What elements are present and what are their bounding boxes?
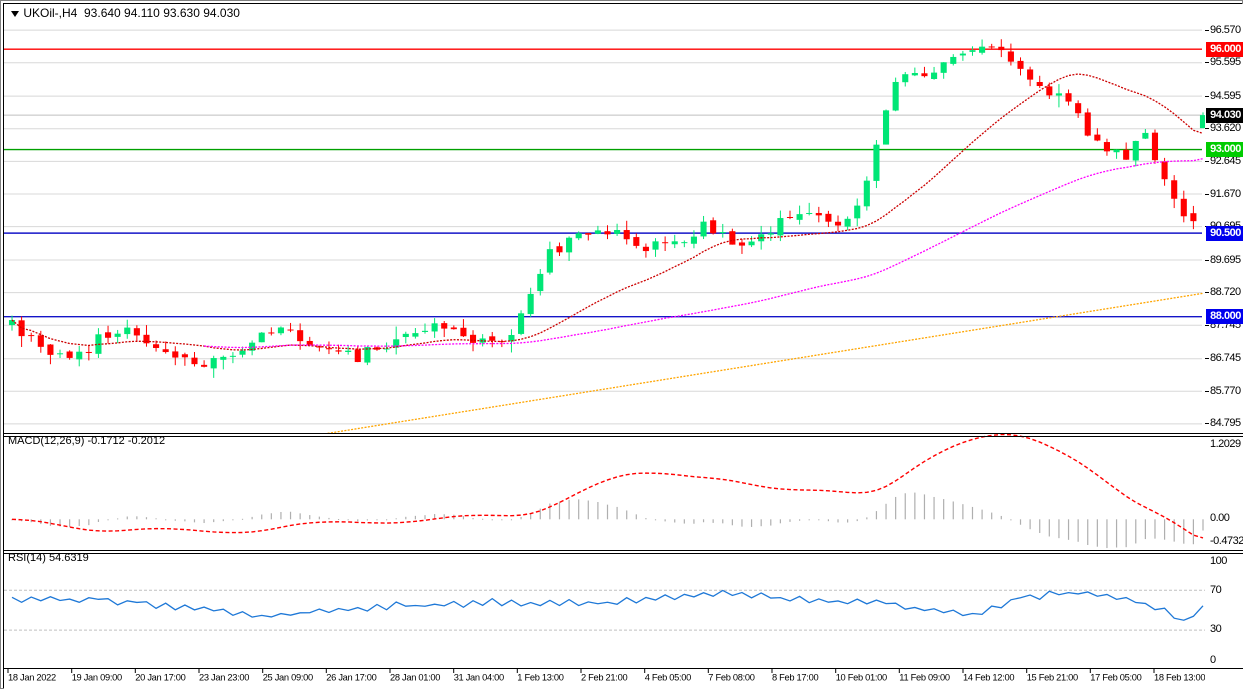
svg-text:15 Feb 21:00: 15 Feb 21:00 xyxy=(1027,673,1078,683)
svg-text:4 Feb 05:00: 4 Feb 05:00 xyxy=(645,673,691,683)
svg-text:26 Jan 17:00: 26 Jan 17:00 xyxy=(326,673,376,683)
svg-text:14 Feb 12:00: 14 Feb 12:00 xyxy=(963,673,1014,683)
svg-text:2 Feb 21:00: 2 Feb 21:00 xyxy=(581,673,627,683)
svg-text:18 Jan 2022: 18 Jan 2022 xyxy=(8,673,56,683)
svg-text:7 Feb 08:00: 7 Feb 08:00 xyxy=(708,673,754,683)
svg-text:23 Jan 23:00: 23 Jan 23:00 xyxy=(199,673,249,683)
svg-text:1 Feb 13:00: 1 Feb 13:00 xyxy=(517,673,563,683)
svg-text:17 Feb 05:00: 17 Feb 05:00 xyxy=(1090,673,1141,683)
svg-text:8 Feb 17:00: 8 Feb 17:00 xyxy=(772,673,818,683)
svg-text:25 Jan 09:00: 25 Jan 09:00 xyxy=(263,673,313,683)
svg-text:31 Jan 04:00: 31 Jan 04:00 xyxy=(454,673,504,683)
svg-text:10 Feb 01:00: 10 Feb 01:00 xyxy=(836,673,887,683)
svg-text:19 Jan 09:00: 19 Jan 09:00 xyxy=(72,673,122,683)
svg-text:20 Jan 17:00: 20 Jan 17:00 xyxy=(135,673,185,683)
svg-text:18 Feb 13:00: 18 Feb 13:00 xyxy=(1154,673,1205,683)
svg-text:28 Jan 01:00: 28 Jan 01:00 xyxy=(390,673,440,683)
svg-text:11 Feb 09:00: 11 Feb 09:00 xyxy=(899,673,950,683)
